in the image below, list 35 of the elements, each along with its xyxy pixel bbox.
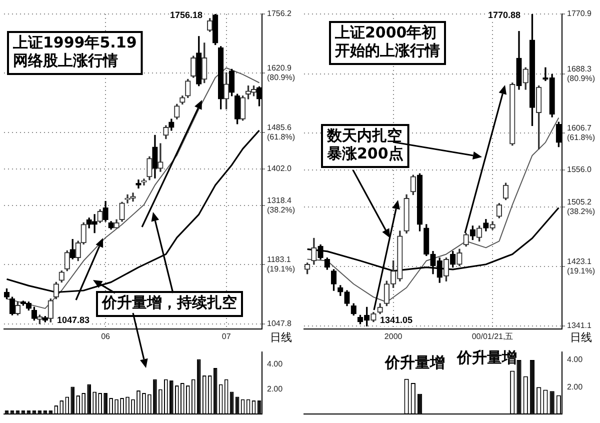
candlestick [158,143,164,172]
annotation: 价升量增，持续扎空 [101,293,237,312]
y-tick-label: 1402.0 [267,164,292,174]
y-tick-label: 1688.3 (80.9%) [567,64,596,83]
y-tick-label: 1318.4 (38.2%) [267,196,296,214]
y-tick-label: 1047.8 [267,319,292,328]
y-tick-label: 1423.1 (19.1%) [567,256,596,276]
y-tick-label: 1756.2 [267,9,292,18]
y-tick-label: 2.00 [267,384,284,394]
annotation: 1047.83 [57,314,90,325]
annotation: 数天内扎空暴涨200点 [326,126,404,162]
annotation: 1756.18 [170,10,203,20]
y-tick-label: 1556.0 [567,165,592,174]
y-tick-label: 1505.2 (38.2%) [567,197,596,216]
y-tick-label: 4.00 [267,359,284,368]
x-tick-label: 00/01/21,五 [472,332,514,342]
y-tick-label: 1183.1 (19.1%) [267,255,296,274]
x-tick-label: 2000 [384,332,403,342]
x-axis-title: 日线 [570,330,592,344]
annotation: 1341.05 [380,314,413,325]
y-tick-label: 2.00 [567,382,584,392]
x-tick-label: 07 [222,332,232,342]
x-tick-label: 06 [101,332,111,342]
y-tick-label: 4.00 [567,355,584,364]
annotation: 价升量增 [456,348,517,366]
annotation: 价升量增 [384,353,445,372]
annotation: 1770.88 [488,10,521,20]
x-axis-title: 日线 [270,330,292,344]
y-tick-label: 1485.6 (61.8%) [267,122,296,142]
y-tick-label: 1606.7 (61.8%) [567,124,596,142]
annotation: 上证2000年初开始的上涨行情 [334,23,440,60]
y-tick-label: 1341.1 [567,321,592,330]
y-tick-label: 1620.9 (80.9%) [267,64,296,82]
annotation: 上证1999年5.19网络股上涨行情 [12,33,137,70]
y-tick-label: 1770.9 [567,9,592,18]
